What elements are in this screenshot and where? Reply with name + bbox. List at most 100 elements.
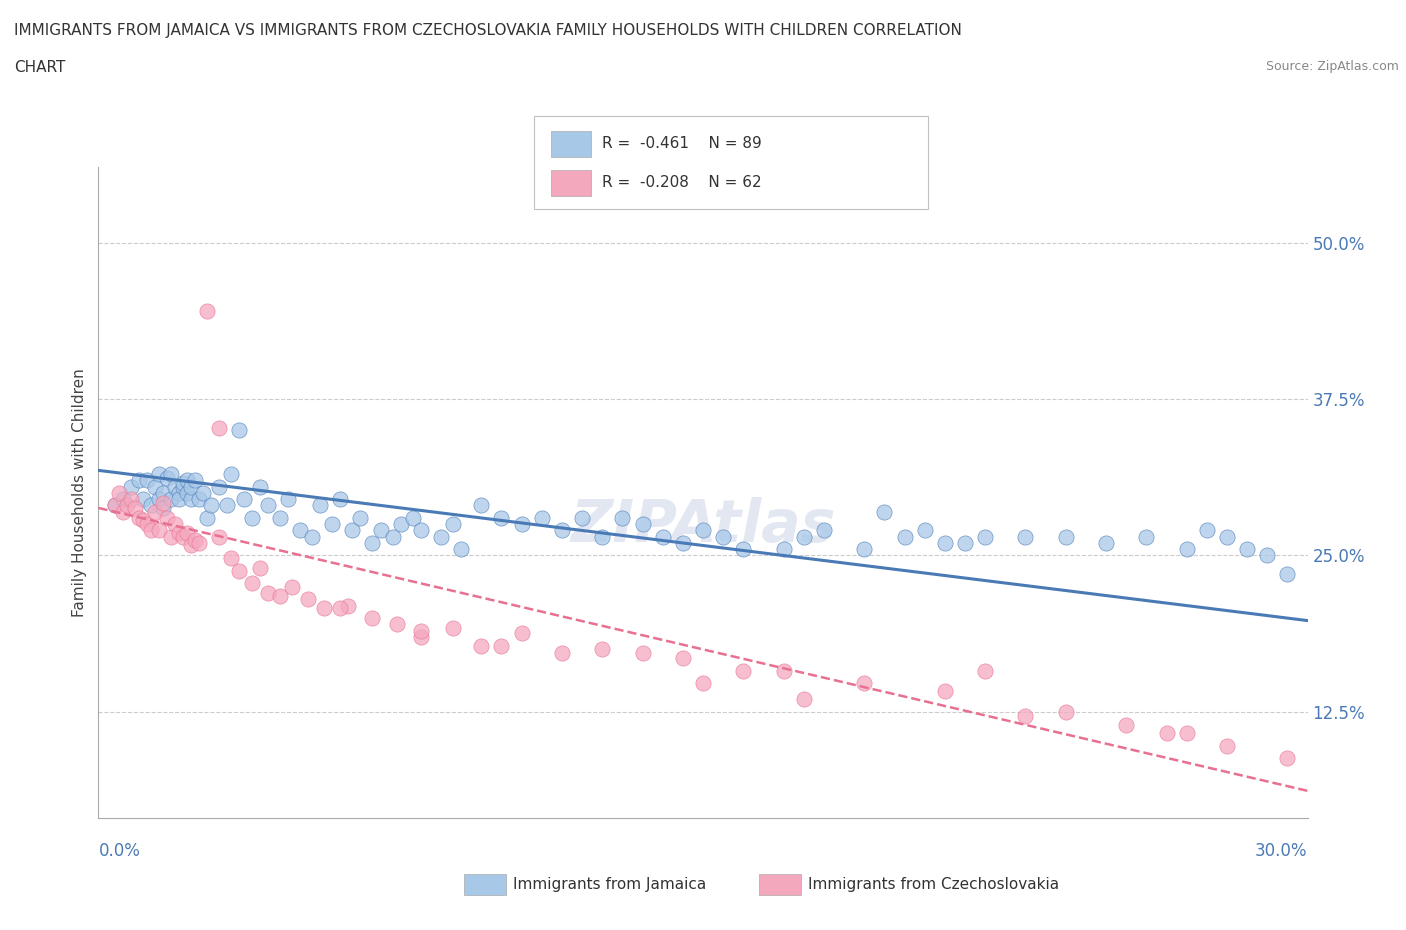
Point <box>1054 705 1077 720</box>
Point <box>139 498 162 512</box>
Point <box>349 511 371 525</box>
Point <box>193 485 215 500</box>
Point <box>450 542 472 557</box>
Point <box>135 473 157 488</box>
Point <box>470 498 492 512</box>
Point <box>188 492 211 507</box>
Point <box>228 423 250 438</box>
Point <box>342 523 364 538</box>
Point <box>381 529 404 544</box>
Point <box>510 517 533 532</box>
Point <box>409 623 432 638</box>
Point <box>733 663 755 678</box>
Point <box>184 473 207 488</box>
Point <box>221 467 243 482</box>
Point <box>120 492 142 507</box>
Point <box>180 538 202 553</box>
Point <box>914 523 936 538</box>
Point <box>163 479 186 494</box>
Point <box>288 523 311 538</box>
Point <box>1216 529 1239 544</box>
Point <box>1115 717 1137 732</box>
Point <box>167 492 190 507</box>
Point <box>551 523 574 538</box>
Point <box>301 529 323 544</box>
Point <box>491 511 513 525</box>
Point <box>277 492 299 507</box>
Point <box>612 511 634 525</box>
Point <box>953 536 976 551</box>
Point <box>148 492 170 507</box>
Point <box>152 500 174 515</box>
Point <box>491 638 513 653</box>
Point <box>160 467 183 482</box>
Point <box>873 504 896 519</box>
Point <box>135 517 157 532</box>
Point <box>385 617 408 631</box>
Point <box>217 498 239 512</box>
Point <box>1195 523 1218 538</box>
Point <box>309 498 332 512</box>
Point <box>240 576 263 591</box>
Point <box>631 645 654 660</box>
Point <box>111 492 134 507</box>
Point <box>1156 725 1178 740</box>
Point <box>176 473 198 488</box>
Point <box>120 479 142 494</box>
Point <box>772 542 794 557</box>
Point <box>172 529 194 544</box>
Point <box>221 551 243 565</box>
Point <box>853 676 876 691</box>
Point <box>853 542 876 557</box>
Point <box>361 611 384 626</box>
Point <box>321 517 343 532</box>
Point <box>297 591 319 606</box>
Point <box>208 420 231 435</box>
Point <box>934 684 956 698</box>
Point <box>893 529 915 544</box>
Point <box>281 579 304 594</box>
Point <box>200 498 222 512</box>
Point <box>176 525 198 540</box>
Point <box>1095 536 1118 551</box>
Point <box>152 496 174 511</box>
Point <box>441 517 464 532</box>
Point <box>195 304 218 319</box>
Point <box>591 529 613 544</box>
Point <box>232 492 254 507</box>
Point <box>208 479 231 494</box>
Text: Source: ZipAtlas.com: Source: ZipAtlas.com <box>1265 60 1399 73</box>
Point <box>115 498 138 512</box>
Point <box>240 511 263 525</box>
Point <box>1256 548 1278 563</box>
Point <box>167 525 190 540</box>
Point <box>188 536 211 551</box>
Text: Immigrants from Czechoslovakia: Immigrants from Czechoslovakia <box>808 877 1060 892</box>
Point <box>1175 542 1198 557</box>
Point <box>1054 529 1077 544</box>
Point <box>172 479 194 494</box>
Point <box>672 536 695 551</box>
Text: 0.0%: 0.0% <box>98 842 141 859</box>
Point <box>132 513 155 528</box>
Point <box>370 523 392 538</box>
Text: Immigrants from Jamaica: Immigrants from Jamaica <box>513 877 706 892</box>
Point <box>176 485 198 500</box>
Text: 30.0%: 30.0% <box>1256 842 1308 859</box>
Point <box>1277 751 1299 765</box>
Point <box>402 511 425 525</box>
Point <box>409 523 432 538</box>
Text: IMMIGRANTS FROM JAMAICA VS IMMIGRANTS FROM CZECHOSLOVAKIA FAMILY HOUSEHOLDS WITH: IMMIGRANTS FROM JAMAICA VS IMMIGRANTS FR… <box>14 23 962 38</box>
Point <box>132 492 155 507</box>
Point <box>269 511 291 525</box>
Point <box>103 498 125 512</box>
Point <box>974 529 997 544</box>
Point <box>470 638 492 653</box>
Y-axis label: Family Households with Children: Family Households with Children <box>72 368 87 618</box>
Point <box>711 529 734 544</box>
Point <box>152 485 174 500</box>
Point <box>530 511 553 525</box>
Point <box>148 523 170 538</box>
Point <box>1277 567 1299 582</box>
Point <box>631 517 654 532</box>
